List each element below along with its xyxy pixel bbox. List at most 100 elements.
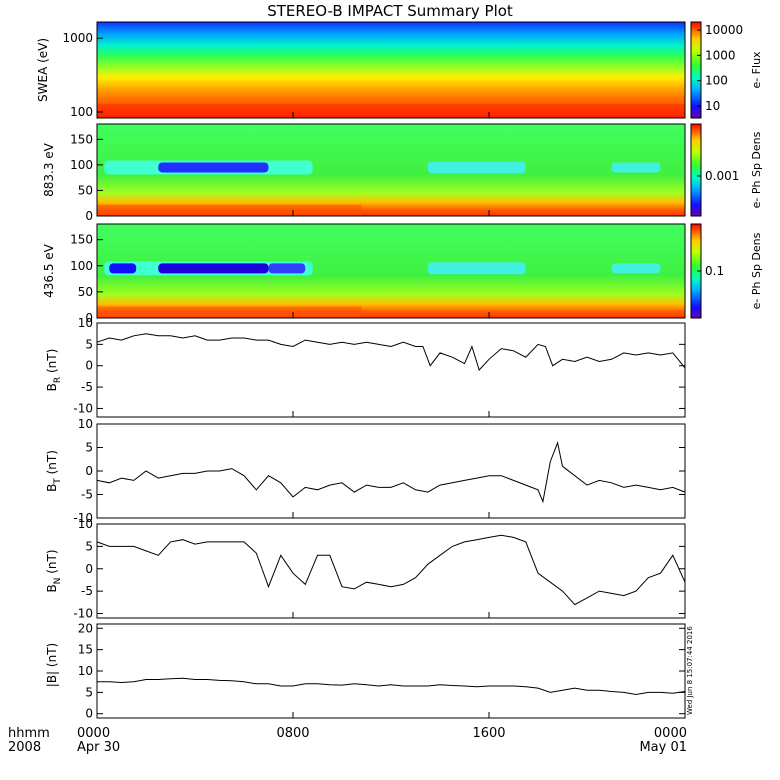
spectrogram-panels: 100 1000 SWEA (eV) 10000 1000 100 10 e- Flux 0 50… [36, 21, 763, 325]
pitch-angle-feature [158, 162, 269, 173]
y-axis-label-unit: (nT) [45, 643, 59, 671]
panel-bn: 10 5 0 -5 -10 BN (nT) [45, 517, 686, 621]
panel-br: 10 5 0 -5 -10 BR (nT) [45, 316, 686, 418]
pitch-angle-feature [611, 263, 661, 274]
y-tick-label: 10 [78, 417, 93, 431]
x-tick-label: 0000 [654, 726, 687, 741]
y-tick-label: 50 [78, 183, 93, 197]
panel-frame [96, 223, 686, 319]
chart-title: STEREO-B IMPACT Summary Plot [267, 2, 513, 20]
panel-bt: 10 5 0 -5 -10 BT (nT) [45, 417, 686, 525]
y-axis-label: BN (nT) [45, 549, 63, 592]
y-tick-label: 100 [70, 105, 93, 119]
y-axis-label: |B| (nT) [45, 643, 59, 687]
y-tick-label: 50 [78, 285, 93, 299]
y-axis-label-unit: (nT) [45, 450, 59, 478]
timestamp-label: Wed Jun 8 15:07:44 2016 [686, 626, 694, 715]
pitch-angle-feature [427, 262, 526, 275]
y-tick-label: 100 [70, 158, 93, 172]
series-line-bmag [97, 677, 686, 696]
y-axis-label-symbol: B [45, 484, 59, 492]
colorbar-tick-label: 10000 [705, 23, 743, 37]
y-tick-label: 100 [70, 259, 93, 273]
y-axis-label: BT (nT) [45, 450, 63, 492]
y-tick-label: 15 [78, 643, 93, 657]
colorbar-label: e- Ph Sp Dens [750, 232, 763, 309]
low-pitch-angle-band [97, 204, 362, 216]
y-tick-label: 10 [78, 517, 93, 531]
y-axis-label-symbol: |B| [45, 671, 59, 687]
y-tick-label: 5 [85, 441, 93, 455]
y-tick-label: 5 [85, 685, 93, 699]
x-tick-label: 0800 [276, 726, 309, 741]
y-tick-label: 5 [85, 337, 93, 351]
y-tick-label: 10 [78, 664, 93, 678]
y-tick-label: 0 [85, 707, 93, 721]
pitch-angle-feature [109, 263, 137, 274]
y-axis-label-unit: (nT) [45, 349, 59, 377]
colorbar-tick-label: 0.1 [705, 264, 724, 278]
panel-frame [96, 623, 686, 719]
colorbar-label: e- Flux [750, 51, 763, 89]
y-tick-label: 1000 [62, 31, 93, 45]
colorbar-tick-label: 1000 [705, 48, 736, 62]
x-tick-label: 0000 [77, 726, 110, 741]
y-axis-label-subscript: T [53, 478, 63, 485]
y-tick-label: -5 [81, 380, 93, 394]
y-tick-label: 0 [85, 209, 93, 223]
spectrogram-pad883: 0 50 100 150 883.3 eV 0.001 e- Ph Sp Dens [42, 123, 763, 223]
spectrogram-swea: 100 1000 SWEA (eV) 10000 1000 100 10 e- Flux [36, 21, 763, 119]
y-tick-label: -10 [73, 607, 93, 621]
colorbar-tick-label: 0.001 [705, 169, 739, 183]
y-tick-label: 0 [85, 562, 93, 576]
y-axis-label-symbol: B [45, 584, 59, 592]
y-tick-label: 150 [70, 233, 93, 247]
low-pitch-angle-band [97, 306, 362, 318]
colorbar [690, 21, 702, 119]
time-axis-row1-label: hhmm [8, 726, 50, 741]
y-axis-label-subscript: R [53, 377, 63, 383]
panel-frame [96, 123, 686, 217]
y-axis-label: BR (nT) [45, 349, 63, 392]
pitch-angle-feature [427, 161, 526, 174]
low-energy-band [97, 104, 685, 118]
pitch-angle-feature [611, 162, 661, 173]
y-tick-label: -10 [73, 401, 93, 415]
y-tick-label: 20 [78, 621, 93, 635]
colorbar [690, 123, 702, 217]
pitch-angle-feature [158, 263, 269, 274]
panel-frame [96, 423, 686, 519]
y-axis-label-symbol: B [45, 383, 59, 391]
y-tick-label: -5 [81, 488, 93, 502]
spectrogram-image [97, 22, 685, 118]
y-axis-label: 883.3 eV [42, 142, 56, 197]
y-tick-label: 0 [85, 359, 93, 373]
x-tick-date: Apr 30 [77, 740, 120, 755]
pitch-angle-feature [268, 263, 306, 274]
panel-frame [96, 322, 686, 418]
panel-frame [96, 523, 686, 619]
y-tick-label: -10 [73, 511, 93, 525]
time-axis-row2-label: 2008 [8, 740, 41, 755]
x-tick-date: May 01 [639, 740, 687, 755]
y-axis-label-subscript: N [53, 578, 63, 585]
y-tick-label: 10 [78, 316, 93, 330]
y-axis-label-unit: (nT) [45, 549, 59, 577]
panel-frame [96, 21, 686, 119]
y-axis-label: 436.5 eV [42, 243, 56, 298]
colorbar-tick-label: 100 [705, 74, 728, 88]
x-tick-label: 1600 [472, 726, 505, 741]
panel-bmag: 20 15 10 5 0 |B| (nT) [45, 621, 686, 721]
y-tick-label: -5 [81, 584, 93, 598]
colorbar-tick-label: 10 [705, 99, 720, 113]
series-line-br [96, 333, 686, 371]
y-tick-label: 0 [85, 464, 93, 478]
y-axis-label: SWEA (eV) [36, 38, 50, 102]
colorbar-label: e- Ph Sp Dens [750, 131, 763, 208]
series-line-bt [96, 441, 686, 504]
y-tick-label: 5 [85, 539, 93, 553]
spectrogram-pad436: 0 50 100 150 436.5 eV 0.1 e- Ph Sp Dens [42, 223, 763, 325]
